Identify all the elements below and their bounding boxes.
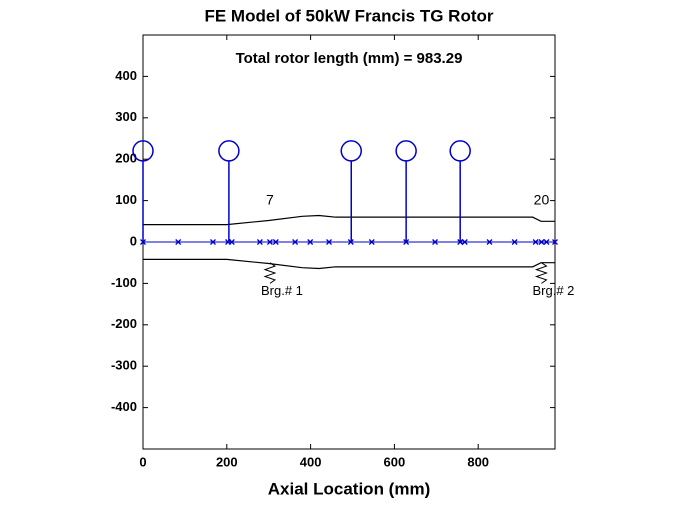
y-tick-label: 300 [115,109,137,124]
disk [340,140,362,162]
y-tick-label: 400 [115,68,137,83]
node-marker [432,239,439,245]
y-tick-label: -300 [111,358,137,373]
y-tick-label: 0 [130,233,137,248]
node-marker [403,239,410,245]
y-tick-label: -400 [111,399,137,414]
annotation: Total rotor length (mm) = 983.29 [236,50,463,67]
y-tick-label: 100 [115,192,137,207]
x-tick-label: 400 [300,454,322,469]
node-marker [326,239,332,245]
y-tick-label: 200 [115,151,137,166]
node-number: 20 [534,191,550,207]
node-marker [511,239,518,245]
bearing-spring [263,262,277,284]
node-marker [552,239,558,245]
chart-title: FE Model of 50kW Francis TG Rotor [204,6,493,25]
node-marker [486,239,493,245]
disk [132,140,154,162]
node-marker [272,239,279,245]
node-marker [368,239,375,245]
node-marker [538,239,545,245]
node-marker [175,239,182,245]
x-axis-label: Axial Location (mm) [268,479,430,498]
node-marker [532,239,539,245]
node-marker [461,239,468,245]
rotor-profile-bottom [143,258,555,270]
disk [218,140,240,162]
node-marker [266,239,273,245]
rotor-profile-top [143,214,555,226]
bearing-label: Brg.# 1 [261,283,303,298]
bearing-label: Brg.# 2 [533,283,575,298]
disk [395,140,417,162]
node-marker [543,239,550,245]
node-marker [292,239,299,245]
node-marker [347,239,354,245]
node-marker [228,239,235,245]
node-marker [210,239,216,245]
x-tick-label: 600 [384,454,406,469]
node-number: 7 [266,191,274,207]
y-tick-label: -100 [111,275,137,290]
bearing-spring [534,262,549,284]
x-tick-label: 800 [467,454,489,469]
node-marker [457,239,464,245]
node-marker [307,239,314,245]
x-tick-label: 200 [216,454,238,469]
y-tick-label: -200 [111,316,137,331]
node-marker [140,239,146,245]
x-tick-label: 0 [139,454,146,469]
node-marker [256,239,263,245]
disk [449,140,471,162]
